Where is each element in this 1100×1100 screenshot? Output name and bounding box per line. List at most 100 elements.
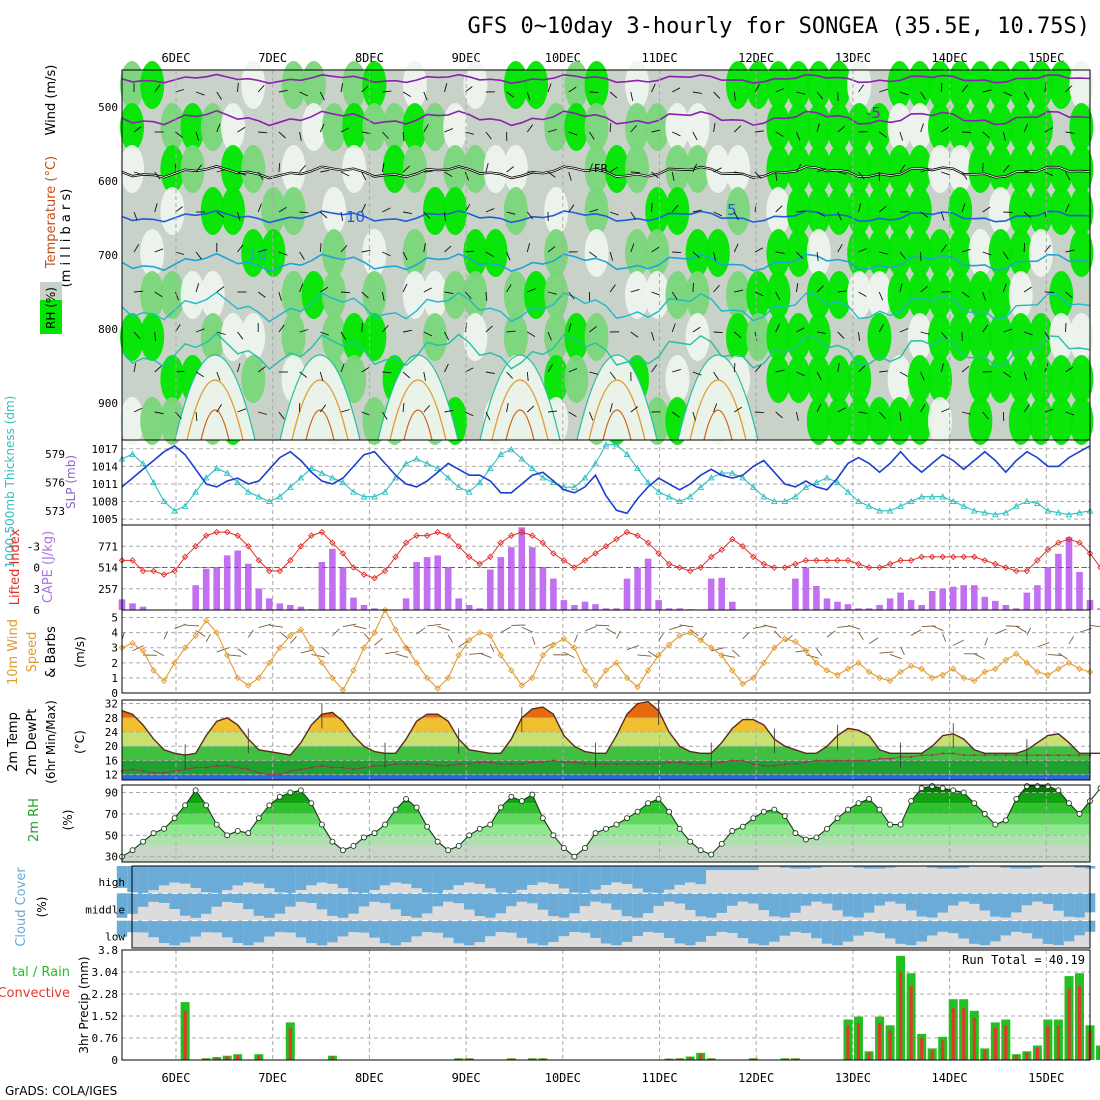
wind-barb bbox=[382, 251, 391, 257]
li-marker bbox=[581, 557, 589, 564]
thickness-marker bbox=[686, 493, 694, 500]
rh-patch bbox=[665, 355, 690, 403]
wind-barb bbox=[1003, 91, 1012, 97]
wind-barb bbox=[816, 168, 826, 173]
wind-barb bbox=[278, 251, 288, 256]
rh-patch bbox=[463, 61, 488, 109]
wind-barb bbox=[444, 245, 452, 253]
li-marker bbox=[886, 560, 894, 568]
isotherm-bump-hot bbox=[703, 409, 733, 441]
rh-patch bbox=[362, 313, 387, 361]
cloud-cell bbox=[327, 893, 338, 916]
wind-barb bbox=[423, 124, 429, 133]
thickness-marker bbox=[350, 488, 357, 495]
rh-marker bbox=[434, 838, 441, 845]
cloud-cell bbox=[548, 893, 559, 917]
rh-patch bbox=[1069, 187, 1094, 235]
wind-barb bbox=[1044, 171, 1054, 177]
cloud-cell bbox=[179, 920, 191, 943]
rh-patch bbox=[746, 313, 771, 361]
precip-conv-bar bbox=[288, 1028, 292, 1060]
li-marker bbox=[1097, 564, 1100, 571]
cape-bar bbox=[1034, 585, 1041, 610]
rh-patch bbox=[907, 355, 932, 403]
wind-barb bbox=[1065, 291, 1073, 299]
cape-bar bbox=[402, 598, 410, 610]
cloud-cell bbox=[884, 920, 896, 939]
rh-marker bbox=[192, 787, 199, 794]
li-marker bbox=[255, 557, 263, 564]
cloud-cell bbox=[222, 893, 233, 902]
cloud-cell bbox=[695, 893, 706, 917]
wind-barb bbox=[974, 653, 986, 660]
wind-barb bbox=[775, 411, 783, 419]
wind-speed-marker bbox=[255, 674, 263, 682]
wind-barb bbox=[588, 163, 593, 173]
wind-barb bbox=[237, 244, 244, 253]
wind-barb bbox=[340, 211, 344, 221]
wind-barb bbox=[382, 411, 388, 420]
cloud-cell bbox=[432, 866, 443, 894]
rh-marker bbox=[929, 783, 936, 790]
wind-barb bbox=[257, 171, 264, 180]
cloud-cell bbox=[232, 866, 243, 886]
cloud-cell bbox=[1000, 893, 1012, 918]
cloud-cell bbox=[1021, 866, 1033, 869]
rh-patch bbox=[867, 271, 892, 319]
wind-barb bbox=[257, 203, 262, 213]
cloud-cell bbox=[253, 893, 265, 916]
cloud-cell bbox=[737, 920, 749, 939]
wind-speed-marker bbox=[571, 644, 578, 651]
wind-barb bbox=[754, 247, 764, 253]
wind-barb bbox=[423, 243, 426, 253]
temp-band bbox=[122, 774, 1090, 780]
wind-barb bbox=[878, 291, 884, 301]
wind-barb bbox=[423, 211, 431, 219]
rh-marker bbox=[866, 795, 872, 802]
wind-barb bbox=[485, 325, 493, 333]
wind-speed-marker bbox=[844, 665, 852, 673]
wind-barb bbox=[1065, 131, 1075, 134]
wind-barb bbox=[506, 91, 515, 98]
wind-barb bbox=[1065, 85, 1073, 93]
wind-speed-marker bbox=[213, 629, 220, 636]
wind-barb bbox=[361, 203, 367, 213]
cloud-cell bbox=[979, 893, 991, 911]
wind-barb bbox=[692, 131, 698, 141]
temp-axis-label-1: 2m Temp bbox=[6, 712, 21, 772]
precip-conv-bar bbox=[236, 1055, 240, 1060]
wind-barb bbox=[711, 647, 725, 652]
cloud-cell bbox=[969, 920, 980, 944]
wind-barb bbox=[402, 91, 412, 97]
cloud-cell bbox=[201, 920, 212, 933]
wind-barb bbox=[361, 249, 371, 253]
rh-patch bbox=[625, 103, 649, 151]
wind-barb bbox=[299, 91, 308, 97]
wind-barb bbox=[1023, 404, 1030, 413]
cloud-cell bbox=[621, 893, 633, 917]
wind-speed-marker bbox=[939, 671, 946, 679]
precip-conv-bar bbox=[972, 1018, 976, 1060]
wind-barb bbox=[402, 402, 405, 413]
cape-bar bbox=[592, 604, 599, 610]
wind-barb bbox=[692, 282, 694, 293]
rh-patch bbox=[120, 397, 144, 445]
rh-marker bbox=[1066, 800, 1072, 807]
cloud-cell bbox=[927, 893, 938, 918]
rh-marker bbox=[760, 808, 767, 815]
precip-conv-bar bbox=[1098, 1047, 1100, 1060]
wind-barb bbox=[816, 251, 819, 261]
isotherm-bump-hot bbox=[305, 409, 335, 441]
wind-barb bbox=[626, 644, 640, 651]
rh-marker bbox=[645, 800, 652, 807]
cloud-cell bbox=[674, 920, 685, 944]
rh-marker bbox=[781, 813, 788, 819]
wind-barb bbox=[1044, 408, 1054, 413]
wind-barb bbox=[437, 625, 450, 631]
day-label-bottom: 15DEC bbox=[1028, 1071, 1064, 1085]
wind-speed-marker bbox=[129, 639, 136, 647]
thickness-marker bbox=[318, 469, 326, 476]
wind-barb bbox=[763, 624, 777, 629]
wind-barb bbox=[630, 331, 639, 338]
rh-patch bbox=[281, 187, 306, 235]
